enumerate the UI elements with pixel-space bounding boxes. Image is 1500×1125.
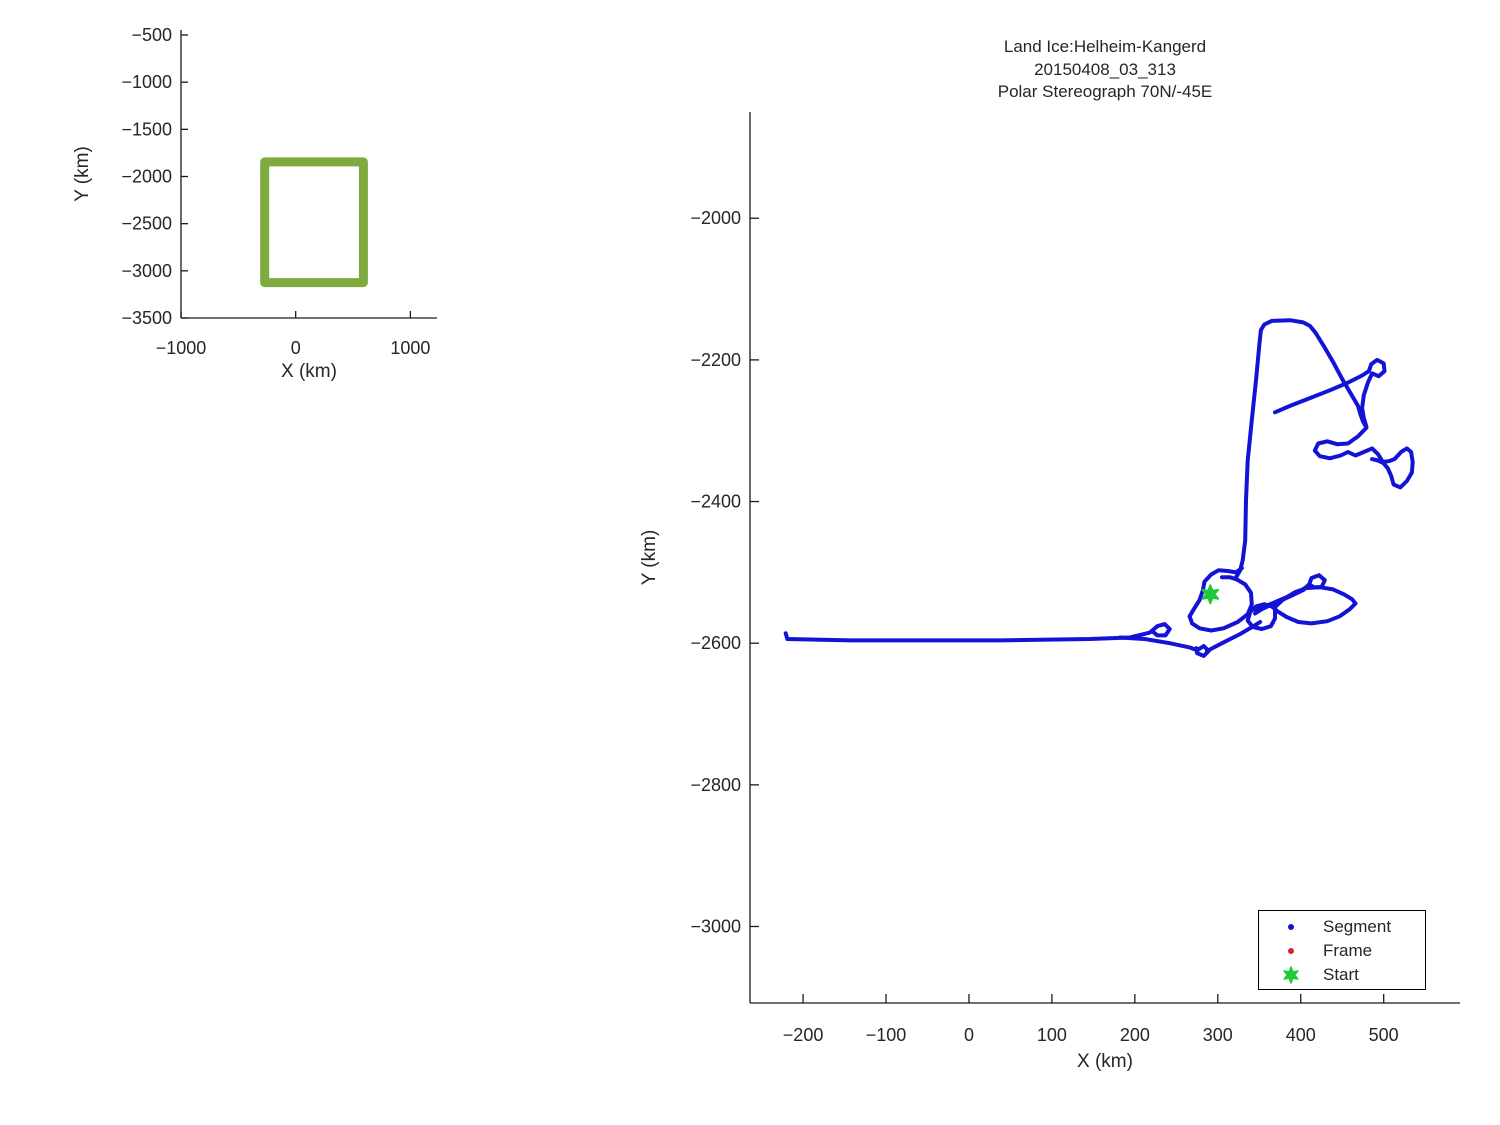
x-tick-label: 300 — [1203, 1025, 1233, 1045]
legend-label-frame: Frame — [1323, 941, 1373, 960]
track-Segment — [1187, 566, 1254, 633]
y-tick-label: −2000 — [690, 208, 741, 228]
track-Segment — [1205, 620, 1263, 653]
inset-overview-plot: −1000 0 1000 −500 −1000 −1500 −2000 −2500 −3000 −… — [72, 25, 437, 382]
y-tick-label: −2000 — [121, 166, 172, 186]
plot-title: Land Ice:Helheim-Kangerd 20150408_03_313… — [750, 36, 1460, 104]
start-star-icon — [1259, 965, 1323, 985]
y-tick-label: −500 — [131, 25, 172, 45]
x-tick-label: −1000 — [156, 338, 207, 358]
x-tick-label: 200 — [1120, 1025, 1150, 1045]
legend-label-segment: Segment — [1323, 917, 1392, 936]
title-line-2: 20150408_03_313 — [1034, 59, 1176, 79]
y-tick-label: −3000 — [690, 917, 741, 937]
series-coverage-outline — [260, 157, 368, 288]
y-tick-label: −2800 — [690, 775, 741, 795]
x-tick-label: 500 — [1369, 1025, 1399, 1045]
x-tick-label: 400 — [1286, 1025, 1316, 1045]
y-tick-label: −3000 — [121, 261, 172, 281]
y-tick-label: −1500 — [121, 119, 172, 139]
x-tick-label: 0 — [964, 1025, 974, 1045]
legend-item-frame: Frame — [1259, 939, 1425, 963]
y-tick-label: −1000 — [121, 72, 172, 92]
track-Segment — [1273, 357, 1387, 429]
main-track-plot: −200 −100 0 100 200 300 400 500 −2000 −2200 −2400 −… — [639, 112, 1460, 1072]
frame-dot-icon — [1259, 948, 1323, 954]
segment-dot-icon — [1259, 924, 1323, 930]
legend-item-start: Start — [1259, 963, 1425, 987]
title-line-1: Land Ice:Helheim-Kangerd — [1003, 37, 1207, 56]
y-tick-label: −3500 — [121, 308, 172, 328]
y-axis-label: Y (km) — [639, 530, 660, 586]
track-Segment — [1117, 635, 1211, 658]
y-tick-label: −2500 — [121, 214, 172, 234]
legend-label-start: Start — [1323, 965, 1359, 984]
x-tick-label: 1000 — [390, 338, 430, 358]
title-line-3: Polar Stereograph 70N/-45E — [997, 82, 1213, 101]
y-tick-label: −2200 — [690, 350, 741, 370]
y-tick-label: −2600 — [690, 633, 741, 653]
y-axis-label: Y (km) — [72, 146, 93, 202]
x-tick-label: 0 — [291, 338, 301, 358]
x-axis-label: X (km) — [1077, 1051, 1133, 1072]
legend-item-segment: Segment — [1259, 915, 1425, 939]
x-tick-label: −100 — [866, 1025, 907, 1045]
track-Segment — [1234, 318, 1369, 580]
start-marker — [1201, 584, 1220, 605]
track-Segment — [1245, 585, 1358, 631]
y-tick-label: −2400 — [690, 492, 741, 512]
track-Segment — [783, 622, 1172, 643]
x-axis-label: X (km) — [281, 361, 337, 382]
x-tick-label: −200 — [783, 1025, 824, 1045]
x-tick-label: 100 — [1037, 1025, 1067, 1045]
track-Segment — [1312, 425, 1415, 490]
legend: Segment Frame Start — [1258, 910, 1426, 990]
